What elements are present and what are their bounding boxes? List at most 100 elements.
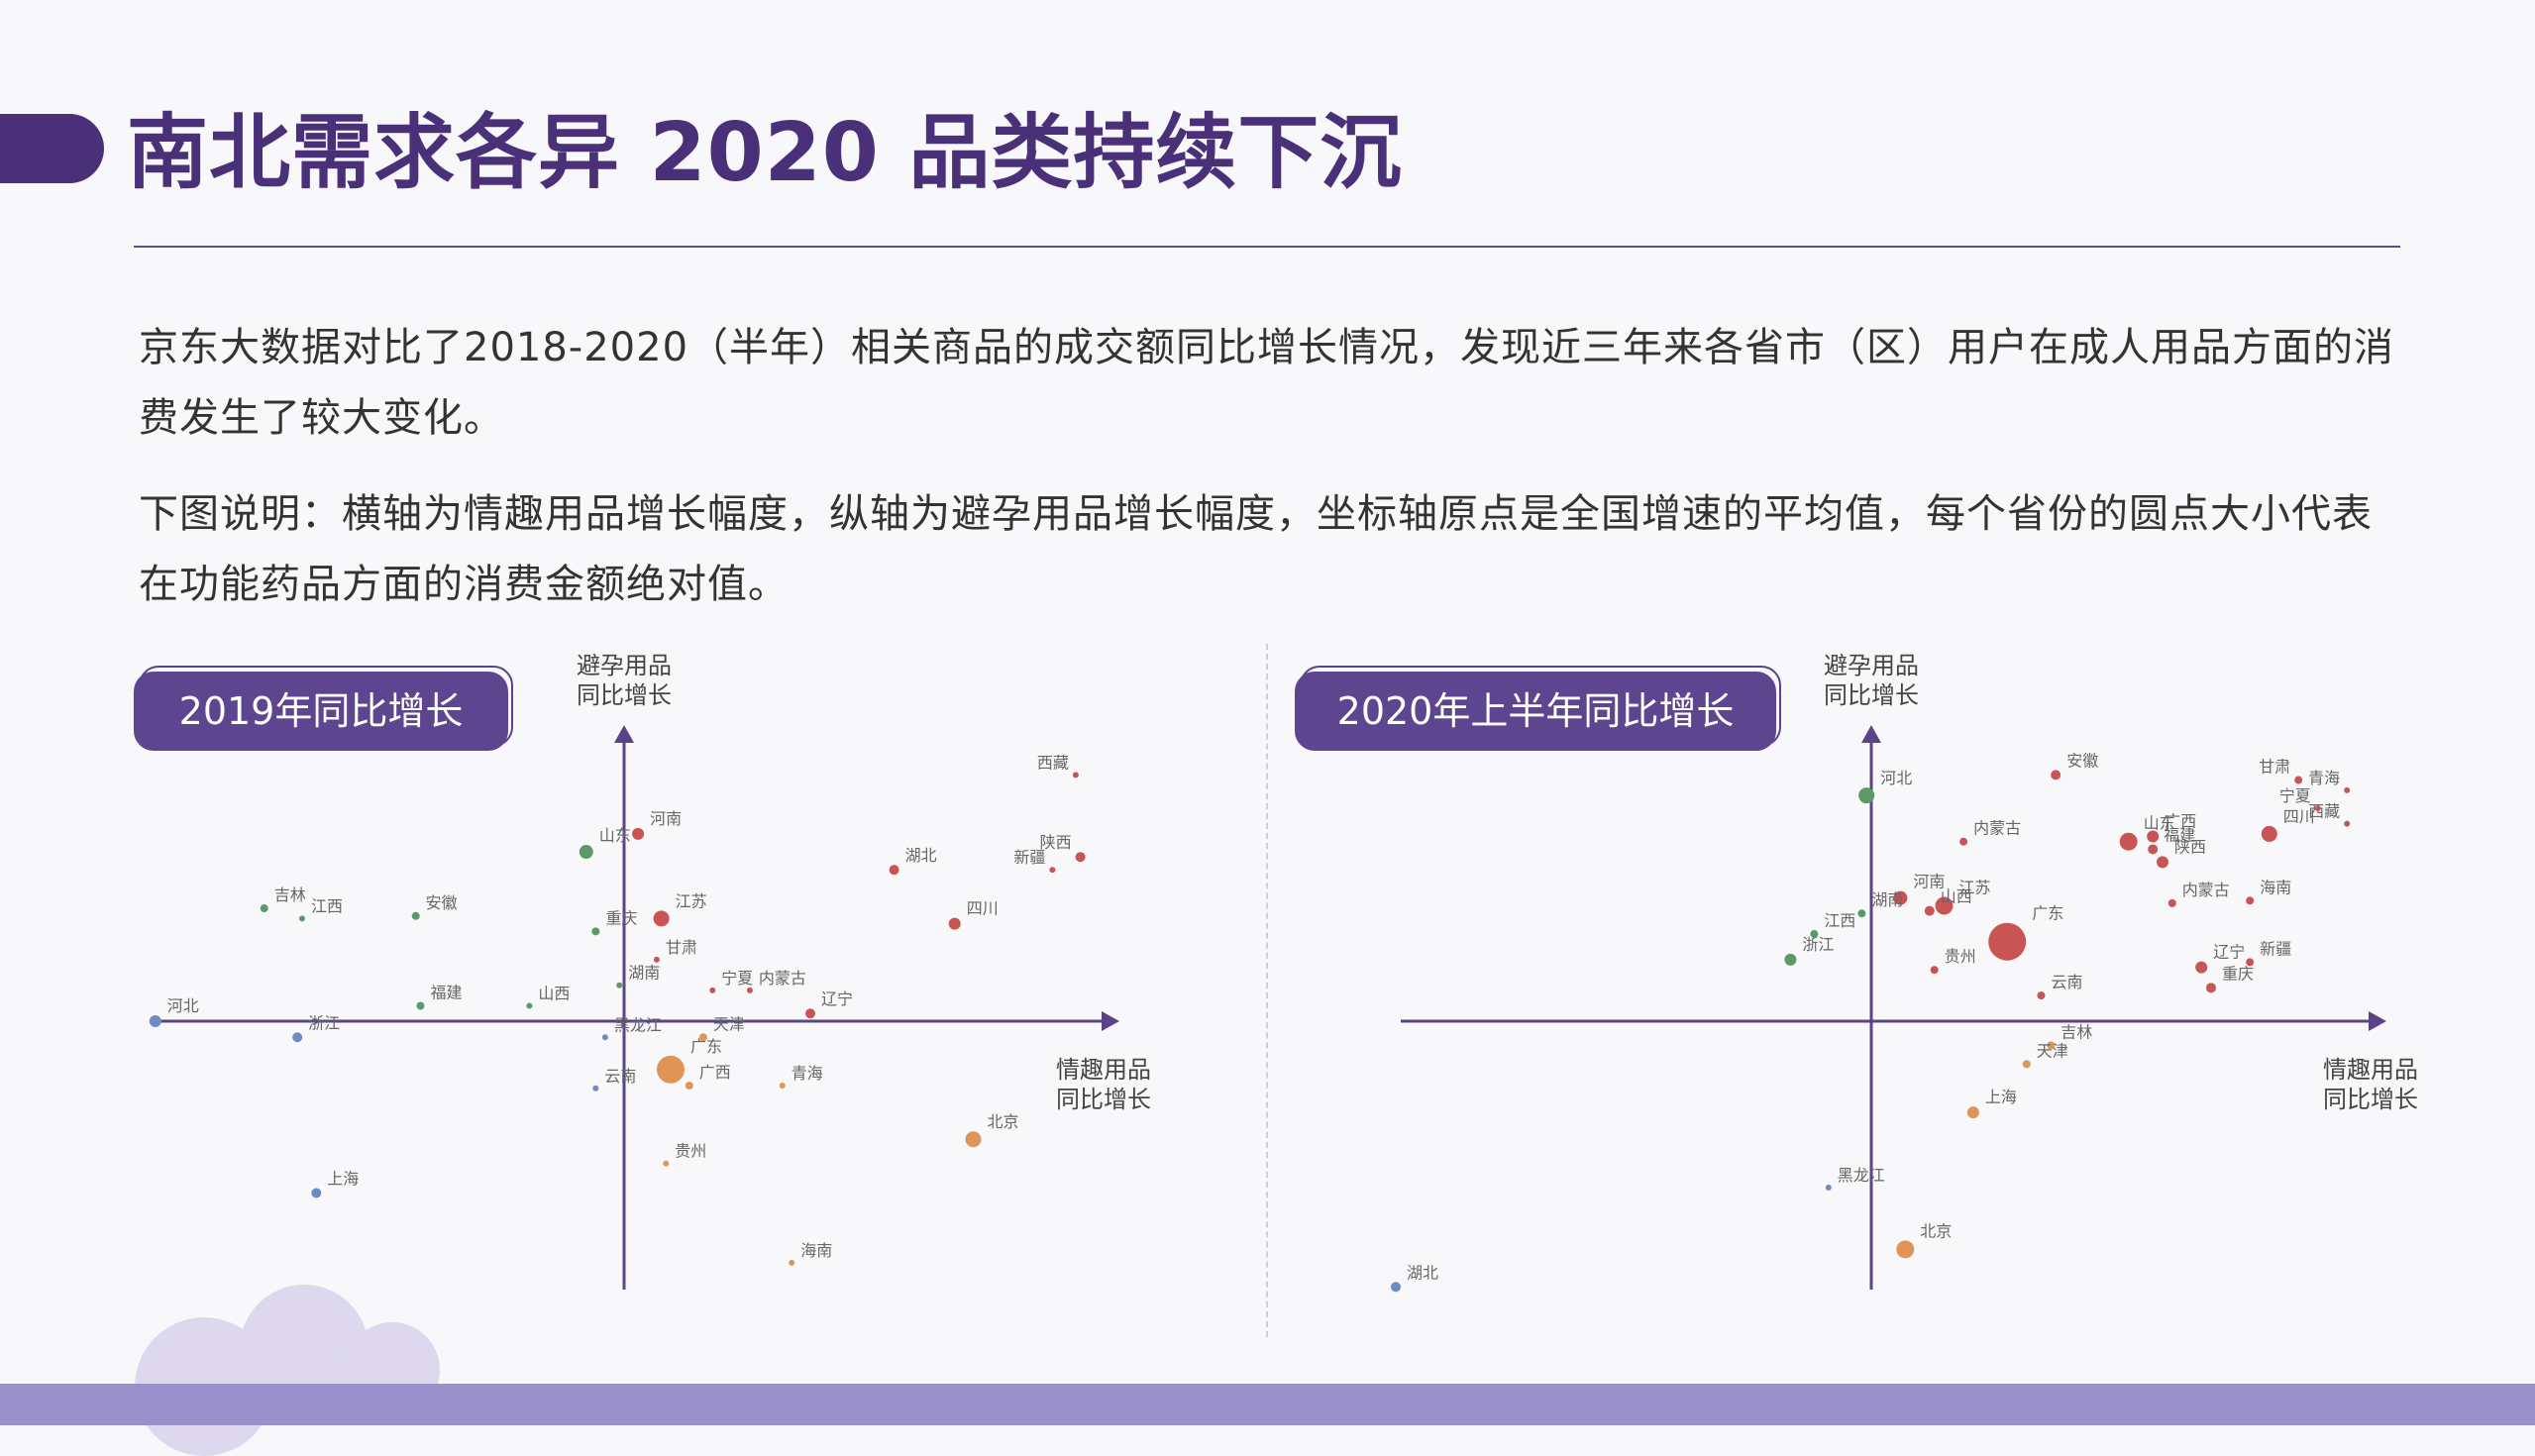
point-label: 浙江	[1802, 935, 1834, 954]
point-label: 河北	[167, 996, 199, 1015]
chart-explanation-paragraph: 下图说明：横轴为情趣用品增长幅度，纵轴为避孕用品增长幅度，坐标轴原点是全国增速的…	[139, 491, 2373, 607]
point-label: 湖南	[1871, 890, 1903, 909]
scatter-point	[1893, 890, 1908, 905]
scatter-point	[965, 1131, 982, 1148]
point-label: 新疆	[1013, 848, 1045, 867]
scatter-point	[1959, 837, 1968, 846]
point-label: 湖南	[628, 964, 660, 983]
scatter-point	[653, 910, 670, 927]
scatter-point	[2147, 830, 2160, 843]
scatter-point	[592, 1085, 599, 1092]
chart-divider	[1266, 644, 1268, 1337]
scatter-point	[1988, 922, 2027, 961]
point-label: 江苏	[676, 891, 707, 910]
scatter-point	[411, 911, 420, 920]
x-axis-label: 情趣用品	[2323, 1056, 2418, 1084]
point-label: 四川	[967, 899, 999, 918]
scatter-point	[2167, 898, 2176, 907]
scatter-point	[1049, 867, 1056, 874]
point-label: 浙江	[308, 1013, 340, 1032]
point-label: 江西	[1824, 911, 1855, 930]
scatter-point	[260, 904, 268, 913]
scatter-point	[779, 1083, 786, 1090]
point-label: 上海	[1985, 1088, 2017, 1106]
point-label: 天津	[713, 1014, 745, 1033]
point-label: 河南	[650, 809, 682, 828]
y-axis-label: 避孕用品	[1824, 652, 1919, 679]
point-label: 重庆	[2222, 964, 2254, 983]
scatter-point	[2344, 786, 2351, 793]
y-axis-arrow	[1861, 725, 1881, 743]
scatter-point	[2294, 776, 2303, 784]
point-label: 云南	[2052, 973, 2083, 991]
scatter-point	[416, 1001, 425, 1010]
point-label: 青海	[2308, 769, 2340, 787]
chart1-title-tag: 2019年同比增长	[134, 672, 508, 751]
point-label: 甘肃	[2259, 758, 2290, 777]
scatter-point	[889, 865, 899, 876]
point-label: 陕西	[1040, 833, 1072, 852]
point-label: 福建	[2164, 825, 2195, 844]
scatter-point	[2195, 961, 2208, 974]
scatter-point	[2047, 1041, 2056, 1050]
scatter-point	[2261, 825, 2277, 842]
point-label: 河南	[1913, 873, 1945, 891]
scatter-point	[685, 1082, 693, 1091]
scatter-point	[789, 1259, 795, 1266]
scatter-point	[2246, 896, 2255, 905]
y-axis-label: 避孕用品	[577, 652, 672, 679]
scatter-point	[709, 987, 716, 993]
scatter-point	[1924, 905, 1935, 916]
point-label: 山西	[538, 984, 570, 1002]
point-label: 宁夏	[721, 969, 753, 988]
point-label: 上海	[327, 1169, 359, 1188]
point-label: 山西	[1941, 887, 1972, 906]
scatter-point	[948, 917, 961, 930]
point-label: 宁夏	[2279, 786, 2311, 805]
scatter-point	[1966, 1106, 1979, 1119]
point-label: 西藏	[1037, 753, 1069, 772]
scatter-point	[2246, 958, 2255, 967]
point-label: 内蒙古	[759, 969, 806, 988]
x-axis-label: 同比增长	[1056, 1086, 1151, 1113]
chart2-title-tag: 2020年上半年同比增长	[1295, 672, 1776, 751]
scatter-point	[526, 1002, 533, 1009]
scatter-point	[653, 956, 660, 963]
x-axis-arrow	[1102, 1011, 1119, 1031]
x-axis-arrow	[2369, 1011, 2386, 1031]
scatter-point	[1072, 772, 1079, 779]
point-label: 江苏	[1959, 878, 1991, 896]
scatter-point	[601, 1034, 608, 1041]
point-label: 天津	[2037, 1041, 2068, 1060]
point-label: 吉林	[2060, 1022, 2092, 1041]
scatter-point	[1858, 787, 1875, 804]
scatter-point	[2157, 856, 2168, 869]
point-label: 黑龙江	[614, 1015, 662, 1034]
scatter-point	[663, 1160, 670, 1167]
point-label: 海南	[800, 1241, 832, 1260]
point-label: 重庆	[605, 908, 637, 927]
point-label: 新疆	[2260, 939, 2291, 958]
scatter-point	[2344, 820, 2351, 827]
scatter-point	[292, 1032, 303, 1043]
scatter-point	[1784, 953, 1797, 966]
scatter-point	[1935, 896, 1954, 915]
point-label: 湖北	[905, 846, 937, 865]
y-axis-label: 同比增长	[1824, 681, 1919, 709]
x-axis-label: 同比增长	[2323, 1086, 2418, 1113]
point-label: 青海	[792, 1064, 823, 1083]
point-label: 陕西	[2174, 837, 2206, 856]
point-label: 北京	[1920, 1221, 1952, 1240]
scatter-point	[579, 845, 593, 860]
point-label: 内蒙古	[2182, 881, 2230, 899]
scatter-point	[2051, 770, 2061, 780]
point-label: 甘肃	[666, 938, 697, 957]
point-label: 吉林	[274, 885, 306, 904]
point-label: 湖北	[1407, 1263, 1438, 1282]
scatter-point	[698, 1033, 707, 1042]
point-label: 福建	[430, 983, 462, 1001]
point-label: 江西	[311, 896, 343, 915]
point-label: 海南	[2260, 878, 2291, 896]
scatter-point	[1810, 929, 1819, 938]
